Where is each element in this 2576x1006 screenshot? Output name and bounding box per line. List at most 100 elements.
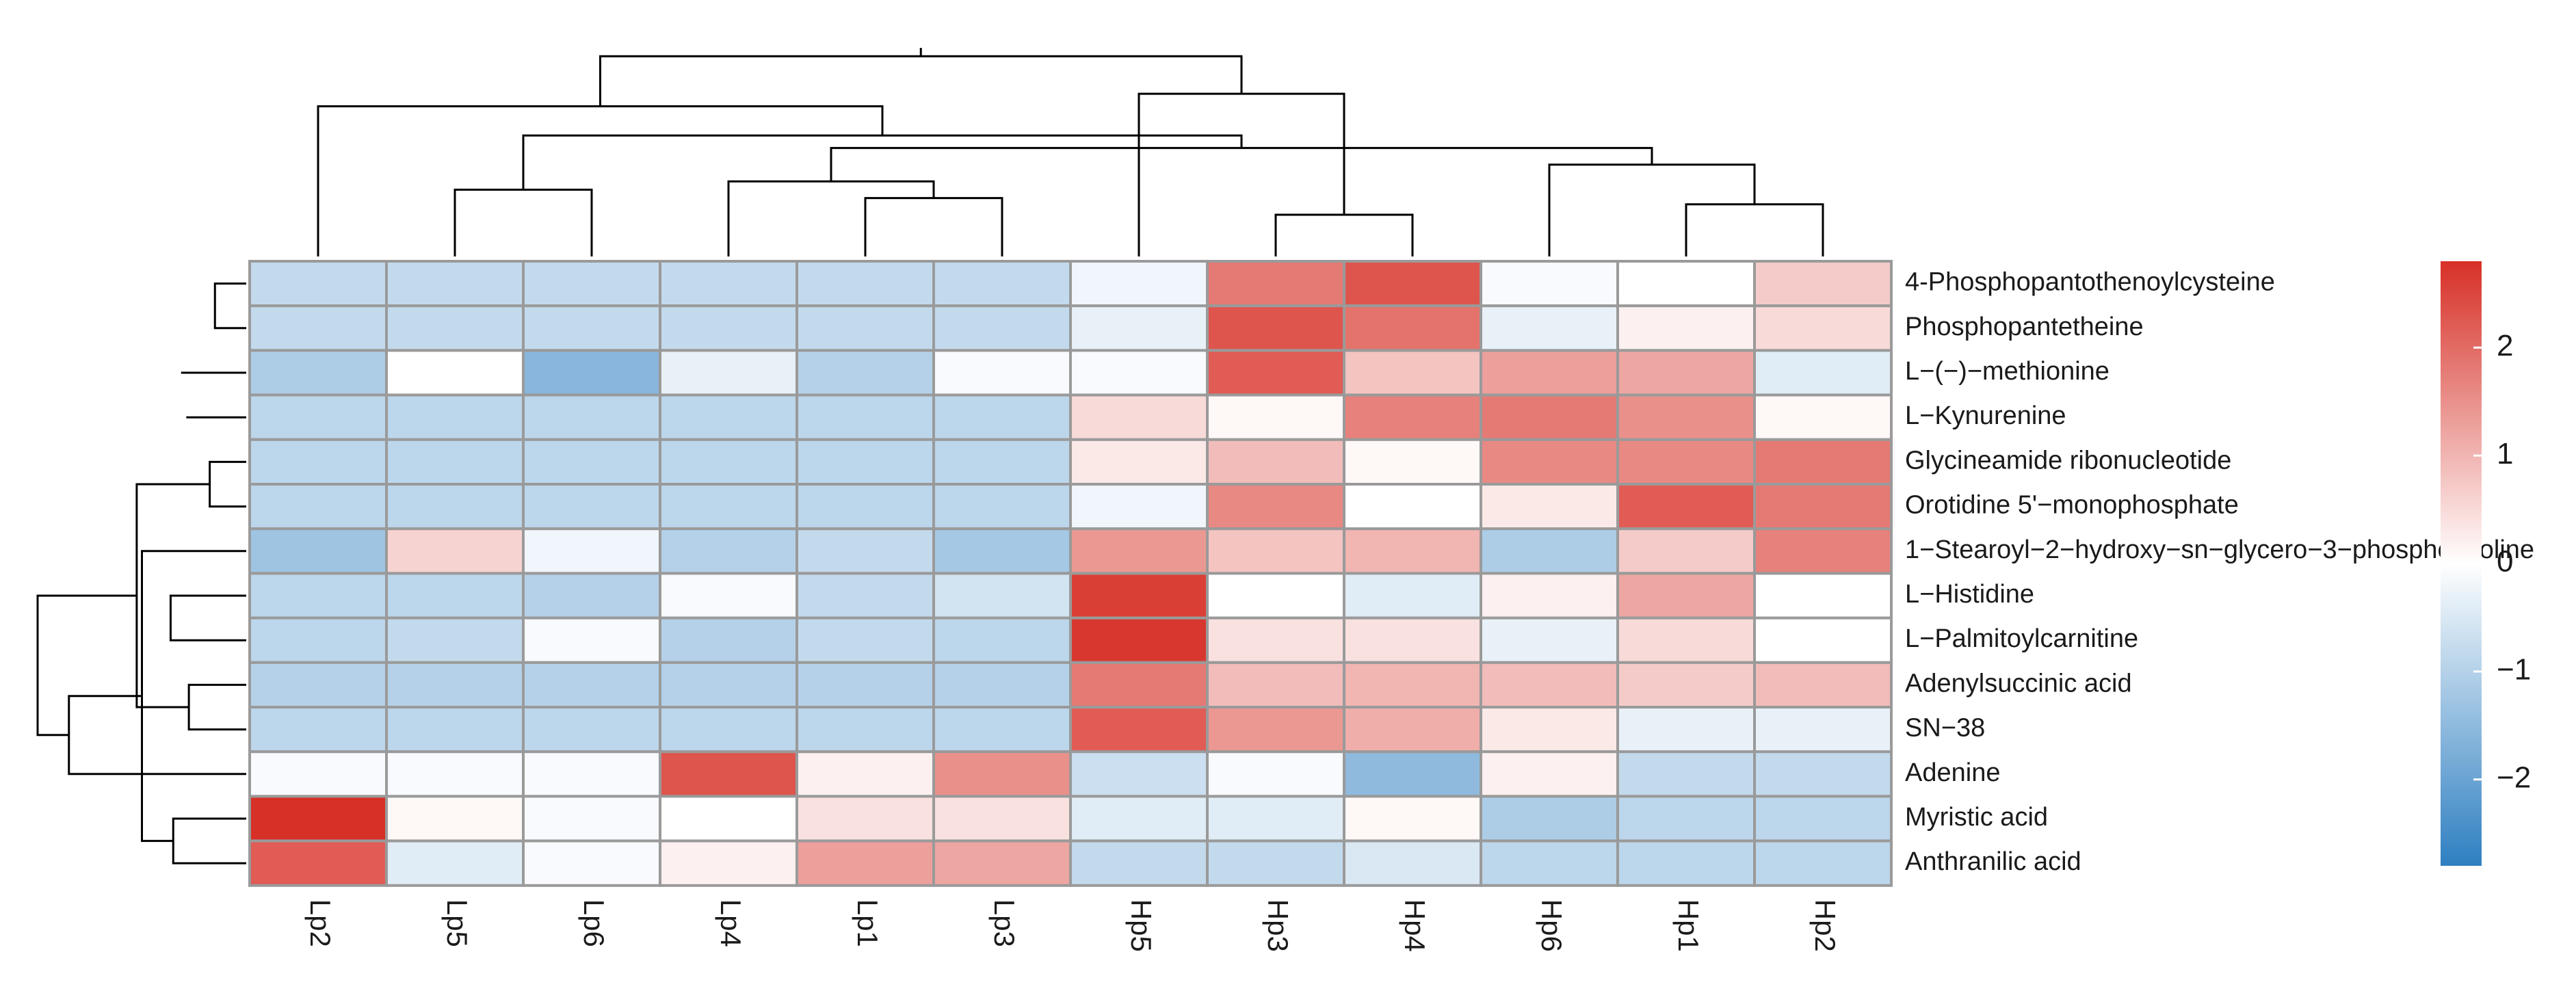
heatmap-cell-orotidine-5-monophosphate-lp2 bbox=[248, 483, 388, 531]
row-label: L−Kynurenine bbox=[1905, 401, 2066, 430]
heatmap-cell-adenine-lp5 bbox=[385, 750, 525, 798]
heatmap-cell-l-palmitoylcarnitine-lp6 bbox=[522, 616, 661, 664]
heatmap-cell-phosphopantetheine-hp2 bbox=[1753, 304, 1893, 352]
heatmap-cell-myristic-acid-hp4 bbox=[1343, 795, 1482, 843]
heatmap-cell-adenine-lp1 bbox=[796, 750, 935, 798]
column-label: Lp6 bbox=[578, 899, 610, 947]
row-dendrogram-link bbox=[209, 460, 246, 508]
heatmap-cell-anthranilic-acid-hp1 bbox=[1616, 839, 1756, 887]
heatmap-cell-l-kynurenine-hp3 bbox=[1206, 393, 1345, 441]
heatmap-cell-glycineamide-ribonucleotide-lp4 bbox=[659, 438, 798, 486]
heatmap-cell-4-phosphopantothenoylcysteine-hp1 bbox=[1616, 260, 1756, 308]
heatmap-cell-l-palmitoylcarnitine-hp1 bbox=[1616, 616, 1756, 664]
colorbar-tick-label: −2 bbox=[2497, 760, 2531, 794]
heatmap-cell-phosphopantetheine-lp6 bbox=[522, 304, 661, 352]
heatmap-cell-myristic-acid-hp5 bbox=[1069, 795, 1209, 843]
heatmap-cell-anthranilic-acid-lp4 bbox=[659, 839, 798, 887]
column-label: Lp4 bbox=[715, 899, 747, 947]
row-label: Phosphopantetheine bbox=[1905, 313, 2144, 341]
heatmap-cell-adenylsuccinic-acid-hp2 bbox=[1753, 661, 1893, 709]
heatmap-cell-l-methionine-lp5 bbox=[385, 349, 525, 397]
heatmap-cell-sn-38-lp6 bbox=[522, 706, 661, 754]
colorbar-tick-label: −1 bbox=[2497, 652, 2531, 686]
heatmap-cell-orotidine-5-monophosphate-hp5 bbox=[1069, 483, 1209, 531]
heatmap-cell-myristic-acid-lp1 bbox=[796, 795, 935, 843]
row-labels: 4-Phosphopantothenoylcysteine Phosphopant… bbox=[1905, 268, 2534, 877]
heatmap-cell-1-stearoyl-2-hydroxy-sn-glycero-3-phosphocholine-lp5 bbox=[385, 527, 525, 575]
heatmap-cell-anthranilic-acid-lp6 bbox=[522, 839, 661, 887]
heatmap-cell-4-phosphopantothenoylcysteine-hp4 bbox=[1343, 260, 1482, 308]
heatmap-cell-4-phosphopantothenoylcysteine-hp6 bbox=[1480, 260, 1619, 308]
heatmap-cell-l-kynurenine-lp6 bbox=[522, 393, 661, 441]
heatmap-cell-l-histidine-lp3 bbox=[932, 572, 1072, 620]
heatmap-cell-orotidine-5-monophosphate-hp3 bbox=[1206, 483, 1345, 531]
heatmap-cell-glycineamide-ribonucleotide-lp1 bbox=[796, 438, 935, 486]
heatmap-cell-4-phosphopantothenoylcysteine-lp4 bbox=[659, 260, 798, 308]
heatmap-cell-anthranilic-acid-lp2 bbox=[248, 839, 388, 887]
heatmap-cell-l-methionine-hp3 bbox=[1206, 349, 1345, 397]
heatmap-cell-adenylsuccinic-acid-lp4 bbox=[659, 661, 798, 709]
row-label: 1−Stearoyl−2−hydroxy−sn−glycero−3−phosph… bbox=[1905, 535, 2534, 564]
heatmap-cell-l-histidine-lp5 bbox=[385, 572, 525, 620]
row-label: 4-Phosphopantothenoylcysteine bbox=[1905, 268, 2275, 297]
heatmap-cell-adenine-lp2 bbox=[248, 750, 388, 798]
heatmap-cell-glycineamide-ribonucleotide-lp5 bbox=[385, 438, 525, 486]
heatmap-cell-l-histidine-lp1 bbox=[796, 572, 935, 620]
heatmap-cell-1-stearoyl-2-hydroxy-sn-glycero-3-phosphocholine-hp1 bbox=[1616, 527, 1756, 575]
row-dendrogram-link bbox=[172, 817, 246, 864]
column-label: Lp1 bbox=[852, 899, 884, 947]
heatmap-cell-myristic-acid-lp3 bbox=[932, 795, 1072, 843]
heatmap-cell-l-methionine-lp4 bbox=[659, 349, 798, 397]
column-dendrogram-link bbox=[1274, 213, 1414, 256]
color-legend: 2 1 0 −1 −2 bbox=[2441, 261, 2531, 866]
heatmap-cell-l-palmitoylcarnitine-lp5 bbox=[385, 616, 525, 664]
heatmap-cell-l-histidine-hp2 bbox=[1753, 572, 1893, 620]
column-label: Lp5 bbox=[441, 899, 473, 947]
heatmap-cell-phosphopantetheine-lp2 bbox=[248, 304, 388, 352]
heatmap-cell-anthranilic-acid-lp3 bbox=[932, 839, 1072, 887]
heatmap-cell-l-methionine-hp2 bbox=[1753, 349, 1893, 397]
heatmap-cell-l-methionine-hp5 bbox=[1069, 349, 1209, 397]
heatmap-cell-adenylsuccinic-acid-hp3 bbox=[1206, 661, 1345, 709]
heatmap-cell-phosphopantetheine-lp3 bbox=[932, 304, 1072, 352]
heatmap-cell-adenine-lp6 bbox=[522, 750, 661, 798]
heatmap-cell-glycineamide-ribonucleotide-hp4 bbox=[1343, 438, 1482, 486]
heatmap-cell-sn-38-lp2 bbox=[248, 706, 388, 754]
heatmap-cell-anthranilic-acid-hp2 bbox=[1753, 839, 1893, 887]
heatmap-cell-anthranilic-acid-hp3 bbox=[1206, 839, 1345, 887]
heatmap-cell-sn-38-hp5 bbox=[1069, 706, 1209, 754]
heatmap-cell-adenylsuccinic-acid-lp1 bbox=[796, 661, 935, 709]
heatmap-cell-sn-38-lp1 bbox=[796, 706, 935, 754]
heatmap-cell-adenylsuccinic-acid-lp3 bbox=[932, 661, 1072, 709]
heatmap-cell-l-methionine-lp3 bbox=[932, 349, 1072, 397]
heatmap-cell-adenine-lp3 bbox=[932, 750, 1072, 798]
heatmap-cell-l-palmitoylcarnitine-lp4 bbox=[659, 616, 798, 664]
heatmap-cell-glycineamide-ribonucleotide-hp5 bbox=[1069, 438, 1209, 486]
column-label: Hp3 bbox=[1262, 899, 1294, 952]
heatmap-cell-glycineamide-ribonucleotide-hp1 bbox=[1616, 438, 1756, 486]
heatmap-cell-l-palmitoylcarnitine-lp2 bbox=[248, 616, 388, 664]
heatmap-cell-1-stearoyl-2-hydroxy-sn-glycero-3-phosphocholine-lp2 bbox=[248, 527, 388, 575]
heatmap-cell-myristic-acid-lp4 bbox=[659, 795, 798, 843]
heatmap-cell-adenine-hp3 bbox=[1206, 750, 1345, 798]
row-label: Anthranilic acid bbox=[1905, 847, 2081, 876]
heatmap-cell-l-kynurenine-hp5 bbox=[1069, 393, 1209, 441]
heatmap-cell-l-methionine-hp6 bbox=[1480, 349, 1619, 397]
heatmap-cell-adenylsuccinic-acid-lp6 bbox=[522, 661, 661, 709]
heatmap-cell-phosphopantetheine-hp4 bbox=[1343, 304, 1482, 352]
heatmap-cell-phosphopantetheine-hp5 bbox=[1069, 304, 1209, 352]
column-label: Hp6 bbox=[1536, 899, 1568, 952]
heatmap-cell-adenine-hp2 bbox=[1753, 750, 1893, 798]
heatmap-cell-4-phosphopantothenoylcysteine-lp6 bbox=[522, 260, 661, 308]
heatmap-cell-orotidine-5-monophosphate-lp6 bbox=[522, 483, 661, 531]
heatmap-cell-1-stearoyl-2-hydroxy-sn-glycero-3-phosphocholine-hp6 bbox=[1480, 527, 1619, 575]
heatmap-cell-glycineamide-ribonucleotide-lp3 bbox=[932, 438, 1072, 486]
row-label: Myristic acid bbox=[1905, 803, 2048, 832]
heatmap-cell-4-phosphopantothenoylcysteine-lp2 bbox=[248, 260, 388, 308]
heatmap-cell-1-stearoyl-2-hydroxy-sn-glycero-3-phosphocholine-lp1 bbox=[796, 527, 935, 575]
heatmap-cell-l-histidine-hp1 bbox=[1616, 572, 1756, 620]
heatmap-cell-adenylsuccinic-acid-lp5 bbox=[385, 661, 525, 709]
heatmap-cell-myristic-acid-lp6 bbox=[522, 795, 661, 843]
heatmap-cell-4-phosphopantothenoylcysteine-lp1 bbox=[796, 260, 935, 308]
